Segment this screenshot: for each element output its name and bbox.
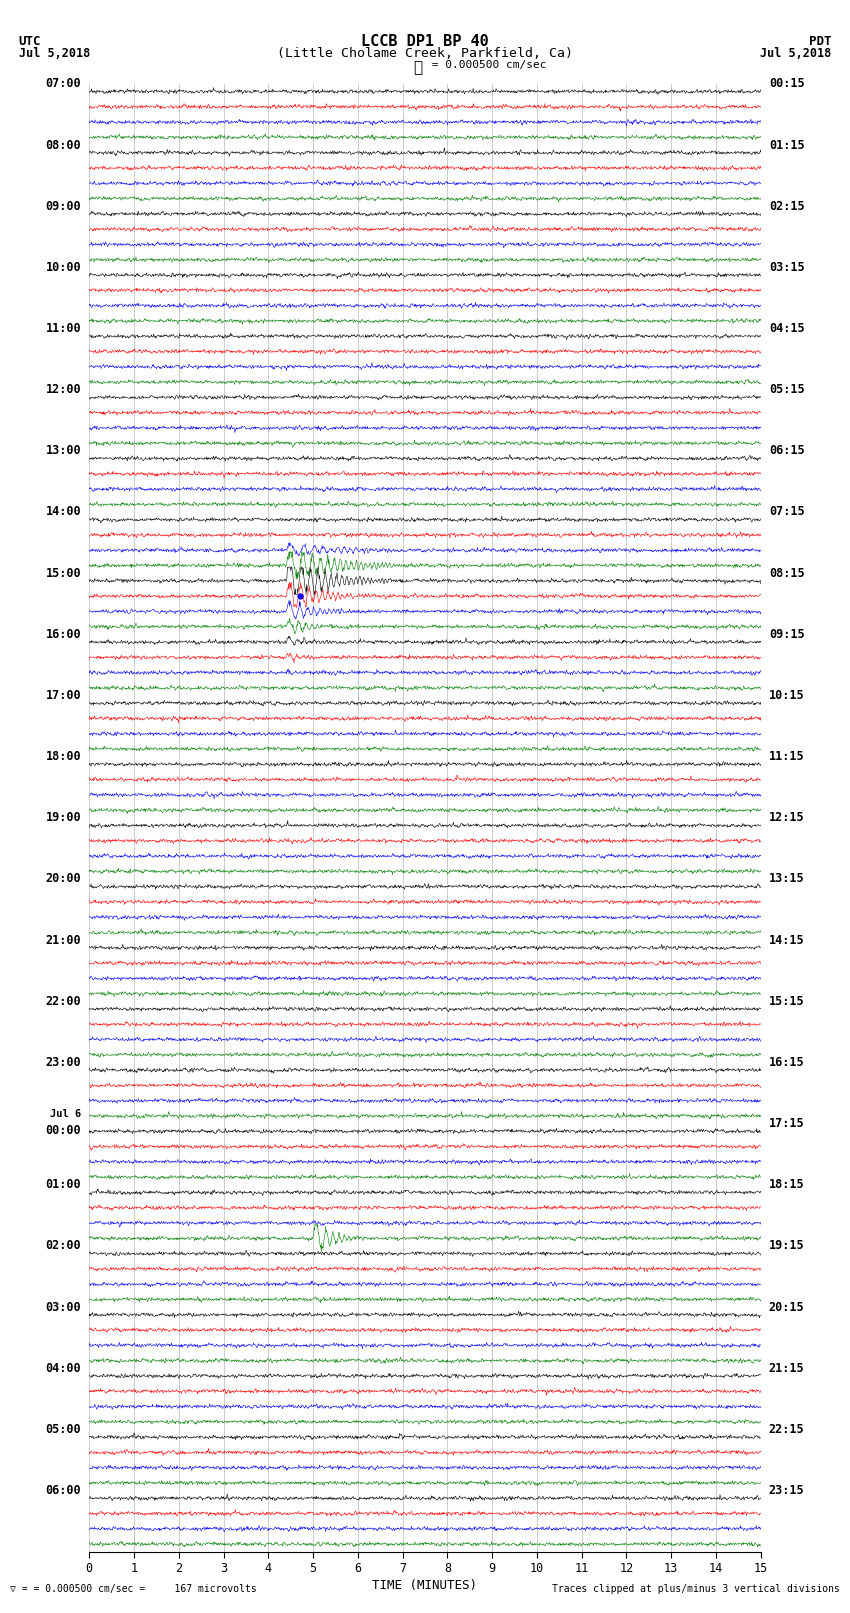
Text: 01:15: 01:15	[768, 139, 804, 152]
Text: 08:00: 08:00	[46, 139, 82, 152]
Text: ▽ = = 0.000500 cm/sec =     167 microvolts: ▽ = = 0.000500 cm/sec = 167 microvolts	[10, 1584, 257, 1594]
Text: 08:15: 08:15	[768, 566, 804, 579]
Text: 23:00: 23:00	[46, 1057, 82, 1069]
Text: 22:00: 22:00	[46, 995, 82, 1008]
Text: 22:15: 22:15	[768, 1423, 804, 1436]
Text: 18:00: 18:00	[46, 750, 82, 763]
Text: 06:15: 06:15	[768, 444, 804, 458]
Text: 21:15: 21:15	[768, 1361, 804, 1374]
Text: 13:15: 13:15	[768, 873, 804, 886]
Text: 14:15: 14:15	[768, 934, 804, 947]
Text: 20:15: 20:15	[768, 1300, 804, 1313]
Text: 19:00: 19:00	[46, 811, 82, 824]
Text: 09:00: 09:00	[46, 200, 82, 213]
Text: 15:15: 15:15	[768, 995, 804, 1008]
Text: Traces clipped at plus/minus 3 vertical divisions: Traces clipped at plus/minus 3 vertical …	[552, 1584, 840, 1594]
Text: 00:15: 00:15	[768, 77, 804, 90]
Text: 12:00: 12:00	[46, 384, 82, 397]
Text: 13:00: 13:00	[46, 444, 82, 458]
Text: Jul 5,2018: Jul 5,2018	[19, 47, 90, 60]
Text: 15:00: 15:00	[46, 566, 82, 579]
Text: Jul 6: Jul 6	[50, 1110, 82, 1119]
Text: 19:15: 19:15	[768, 1239, 804, 1252]
Text: = 0.000500 cm/sec: = 0.000500 cm/sec	[425, 60, 547, 69]
Text: UTC: UTC	[19, 35, 41, 48]
Text: 04:15: 04:15	[768, 323, 804, 336]
Text: 11:00: 11:00	[46, 323, 82, 336]
Text: 03:15: 03:15	[768, 261, 804, 274]
Text: LCCB DP1 BP 40: LCCB DP1 BP 40	[361, 34, 489, 48]
Text: 23:15: 23:15	[768, 1484, 804, 1497]
Text: 07:00: 07:00	[46, 77, 82, 90]
Text: 05:00: 05:00	[46, 1423, 82, 1436]
Text: 16:15: 16:15	[768, 1057, 804, 1069]
Text: 02:00: 02:00	[46, 1239, 82, 1252]
Text: 04:00: 04:00	[46, 1361, 82, 1374]
Text: 11:15: 11:15	[768, 750, 804, 763]
Text: 10:00: 10:00	[46, 261, 82, 274]
Text: PDT: PDT	[809, 35, 831, 48]
Text: 03:00: 03:00	[46, 1300, 82, 1313]
Text: 21:00: 21:00	[46, 934, 82, 947]
X-axis label: TIME (MINUTES): TIME (MINUTES)	[372, 1579, 478, 1592]
Text: (Little Cholame Creek, Parkfield, Ca): (Little Cholame Creek, Parkfield, Ca)	[277, 47, 573, 60]
Text: 01:00: 01:00	[46, 1177, 82, 1192]
Text: 17:15: 17:15	[768, 1118, 804, 1131]
Text: 17:00: 17:00	[46, 689, 82, 702]
Text: Jul 5,2018: Jul 5,2018	[760, 47, 831, 60]
Text: 02:15: 02:15	[768, 200, 804, 213]
Text: 18:15: 18:15	[768, 1177, 804, 1192]
Text: 16:00: 16:00	[46, 627, 82, 640]
Text: 07:15: 07:15	[768, 505, 804, 518]
Text: 12:15: 12:15	[768, 811, 804, 824]
Text: 14:00: 14:00	[46, 505, 82, 518]
Text: 09:15: 09:15	[768, 627, 804, 640]
Text: 00:00: 00:00	[46, 1124, 82, 1137]
Text: 20:00: 20:00	[46, 873, 82, 886]
Text: 05:15: 05:15	[768, 384, 804, 397]
Text: ⏐: ⏐	[414, 60, 422, 74]
Text: 10:15: 10:15	[768, 689, 804, 702]
Text: 06:00: 06:00	[46, 1484, 82, 1497]
